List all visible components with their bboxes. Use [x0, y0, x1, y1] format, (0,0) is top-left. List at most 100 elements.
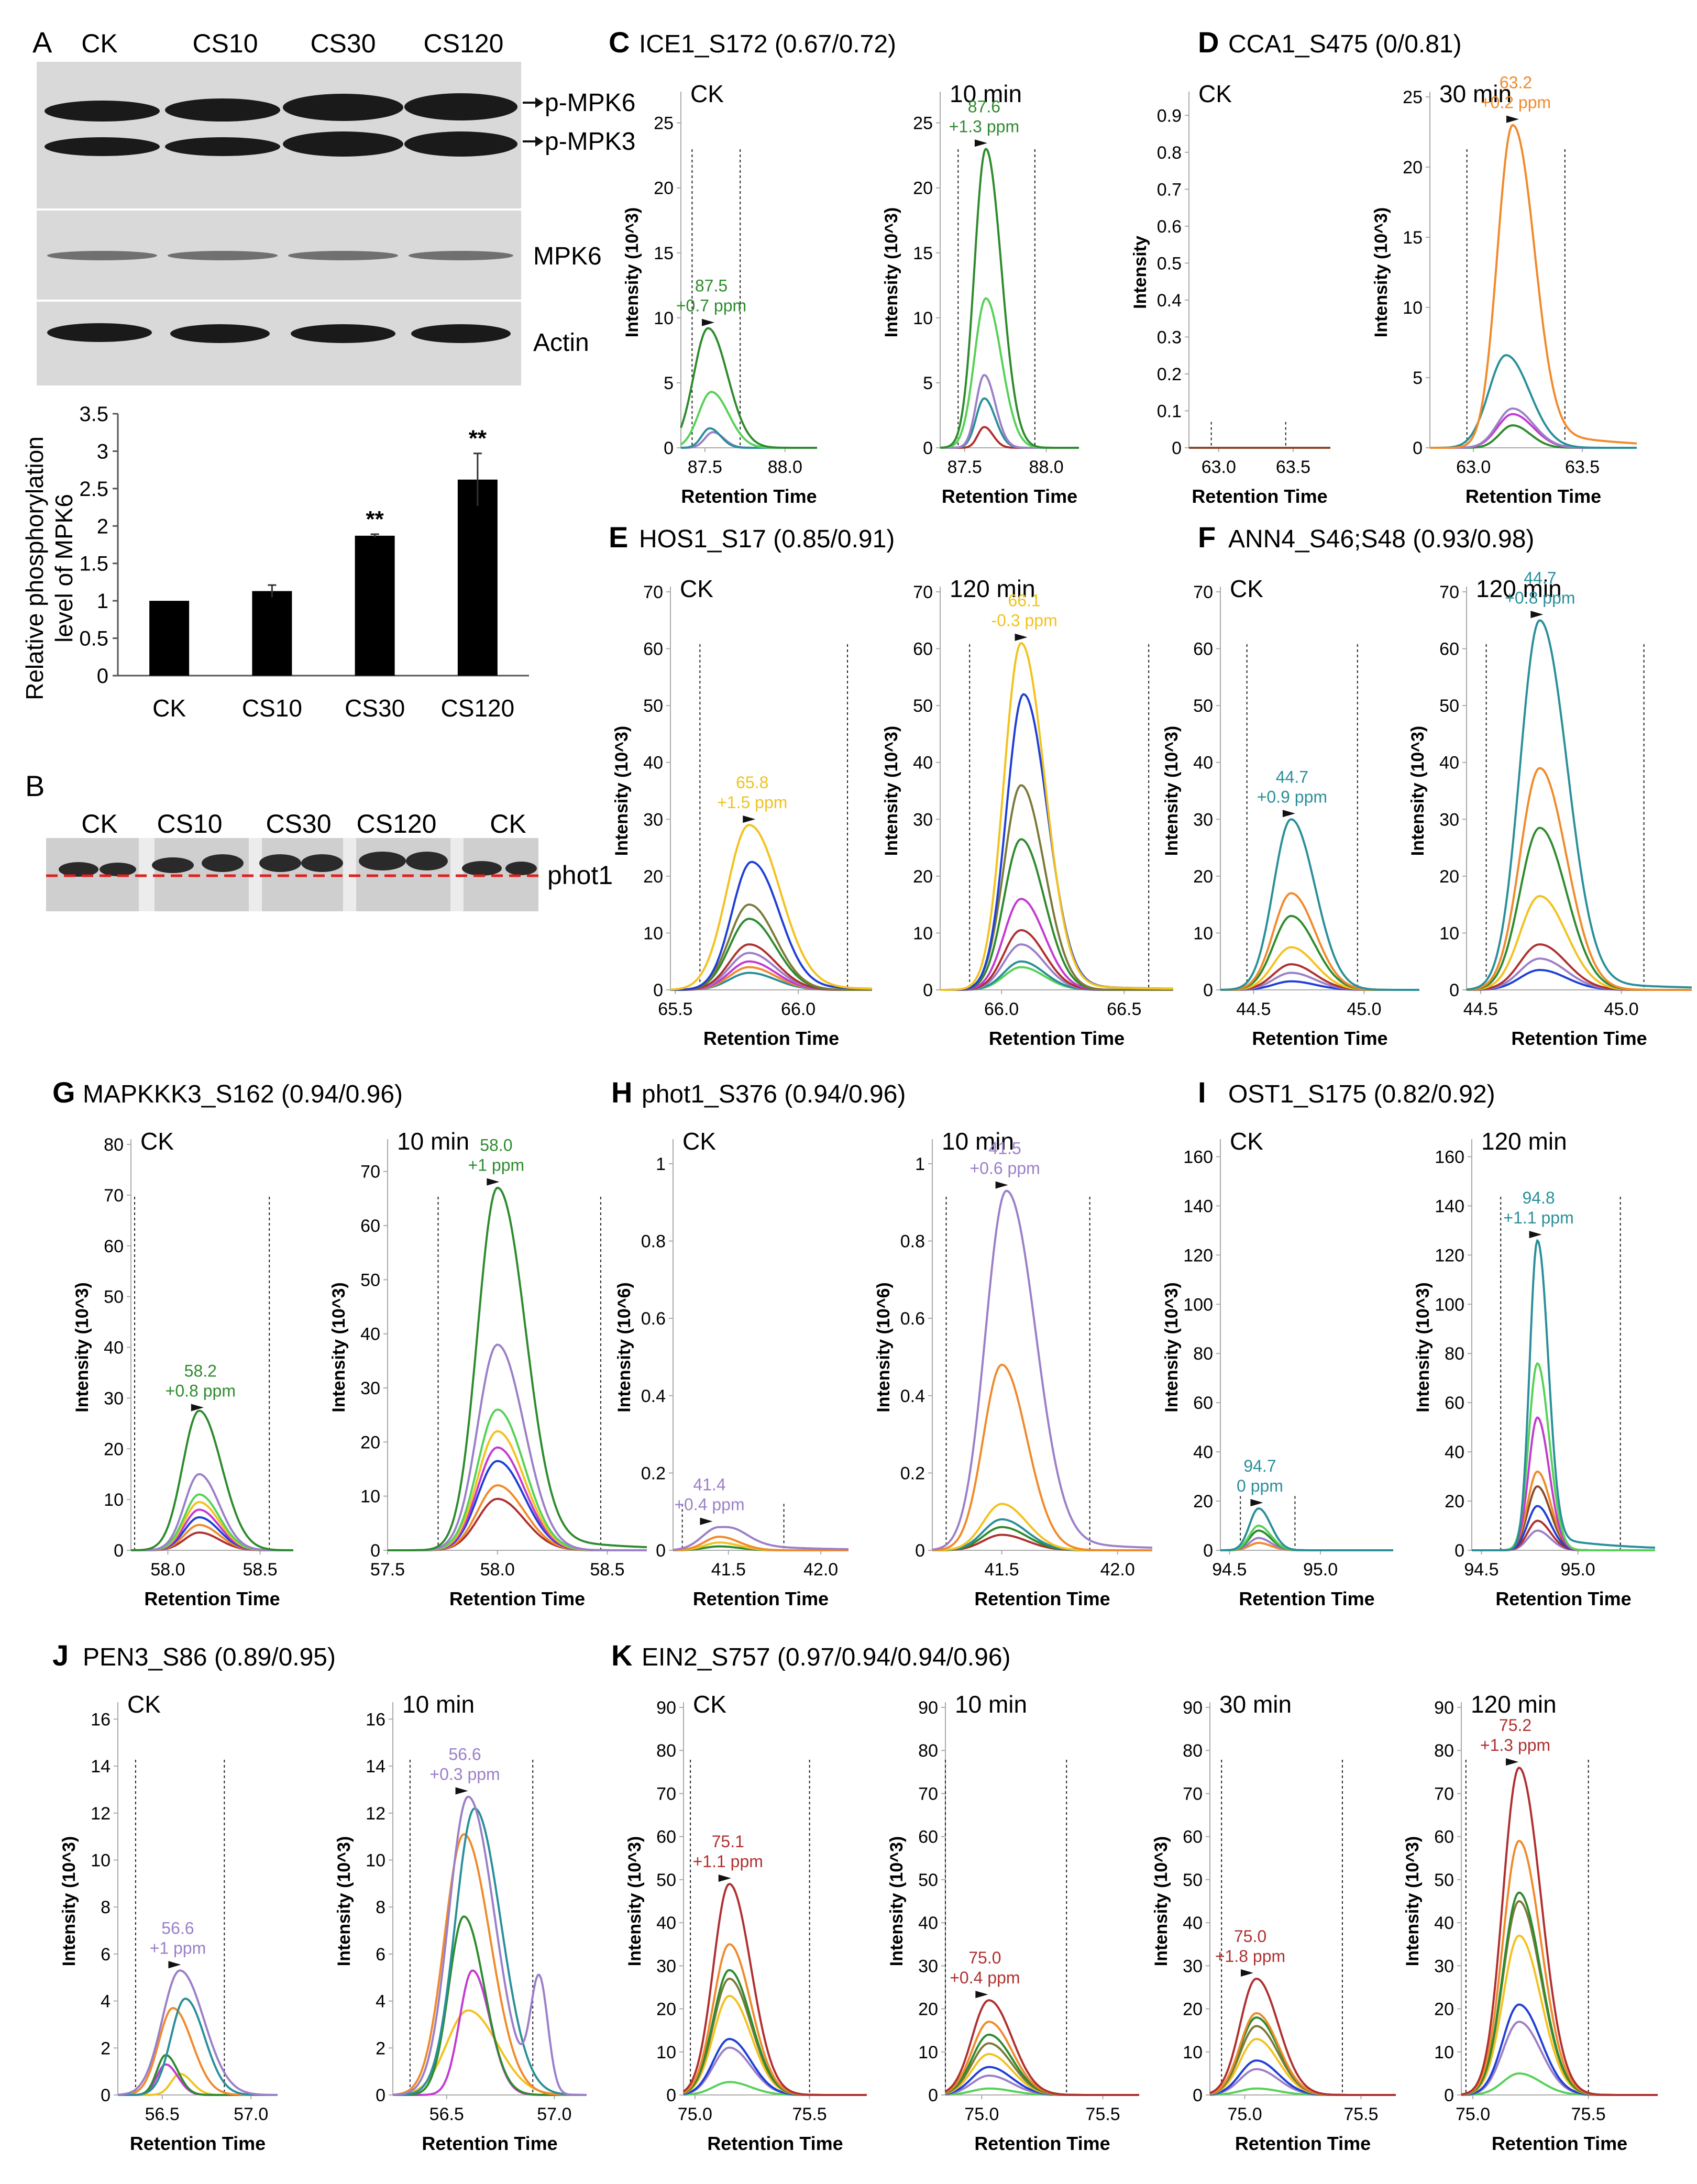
panel-title: EIN2_S757 (0.97/0.94/0.94/0.96) — [642, 1643, 1011, 1671]
peak-rt-label: 94.7 — [1243, 1457, 1276, 1475]
y-tick-label: 60 — [913, 639, 933, 659]
y-tick-label: 80 — [1183, 1741, 1203, 1761]
bar — [149, 601, 190, 676]
chromatogram-panel-C: C ICE1_S172 (0.67/0.72) 0 5 10 15 20 25 87.5 88.0… — [609, 26, 1079, 507]
y-tick-label: 20 — [1434, 2000, 1454, 2020]
y-tick-label: 10 — [643, 923, 663, 943]
y-tick-label: 16 — [366, 1709, 385, 1729]
panel-letter: I — [1198, 1076, 1206, 1109]
x-axis-label: Retention Time — [1465, 486, 1601, 507]
peak-marker — [995, 1181, 1008, 1189]
y-tick-label: 20 — [1403, 158, 1423, 178]
chromatogram-panel-J: J PEN3_S86 (0.89/0.95) 0 2 4 6 8 10 12 14 16 56.5 57… — [52, 1639, 587, 2154]
subplot-condition-label: CK — [1230, 1128, 1263, 1155]
x-axis-label: Retention Time — [1239, 1588, 1374, 1609]
y-tick-label: 0.2 — [900, 1463, 925, 1483]
y-tick-label: 20 — [656, 2000, 676, 2020]
y-tick-label: 20 — [643, 867, 663, 887]
y-axis-label: Intensity — [1130, 236, 1150, 309]
transition-trace — [388, 1187, 647, 1551]
peak-rt-label: 56.6 — [448, 1745, 481, 1763]
x-tick-label: 75.5 — [792, 2104, 827, 2124]
peak-ppm-label: +0.3 ppm — [429, 1764, 500, 1783]
panel-letter: F — [1198, 521, 1216, 554]
x-tick-label: 41.5 — [985, 1560, 1019, 1580]
y-tick-label: 0.8 — [641, 1232, 666, 1252]
subplot-condition-label: 120 min — [1476, 575, 1562, 602]
y-tick-label: 0.6 — [900, 1309, 925, 1329]
peak-ppm-label: +0.8 ppm — [1505, 588, 1575, 607]
y-tick-label: 40 — [913, 753, 933, 773]
transition-trace — [682, 1883, 867, 2096]
y-tick-label: 20 — [654, 179, 674, 198]
subplot-condition-label: 10 min — [397, 1128, 469, 1155]
peak-rt-label: 44.7 — [1524, 568, 1556, 587]
x-axis-label: Retention Time — [130, 2133, 266, 2154]
x-tick-label: 87.5 — [688, 457, 722, 477]
transition-trace — [388, 1343, 647, 1551]
y-axis-label: Intensity (10^3) — [334, 1836, 354, 1966]
lane-label: CS120 — [357, 809, 437, 839]
chromatogram-subplot: 0 10 20 30 40 50 60 70 80 90 75.0 75.5 Retention Tim… — [625, 1691, 867, 2154]
y-tick-label: 10 — [366, 1851, 385, 1871]
peak-marker — [975, 1991, 988, 1999]
x-axis-label: Retention Time — [1511, 1028, 1647, 1049]
peak-marker — [702, 318, 714, 326]
x-tick-label: 75.5 — [1086, 2104, 1120, 2124]
y-tick-label: 50 — [1439, 696, 1459, 716]
subplot-condition-label: CK — [1198, 80, 1232, 107]
chromatogram-subplot: 0 10 20 30 40 50 60 70 44.5 45.0 Retention Time Int… — [1162, 575, 1419, 1049]
bar-y-tick-label: 1 — [97, 590, 108, 613]
peak-ppm-label: +1 ppm — [150, 1938, 206, 1957]
transition-trace — [388, 1430, 647, 1551]
y-tick-label: 60 — [1193, 1393, 1213, 1413]
peak-marker — [1530, 611, 1544, 619]
chromatogram-subplot: 0 5 10 15 20 25 87.5 88.0 Retention Time Intensit… — [622, 80, 818, 507]
y-tick-label: 30 — [643, 810, 663, 830]
bar-y-tick-label: 3.5 — [79, 403, 108, 426]
y-tick-label: 90 — [656, 1698, 676, 1718]
y-tick-label: 40 — [643, 753, 663, 773]
transition-trace — [680, 427, 818, 449]
y-tick-label: 160 — [1183, 1147, 1213, 1167]
peak-rt-label: 75.2 — [1499, 1716, 1531, 1735]
y-tick-label: 15 — [654, 244, 674, 263]
panel-letter: D — [1198, 26, 1219, 59]
chromatogram-subplot: 0 5 10 15 20 25 87.5 88.0 Retention Time Intensit… — [881, 80, 1079, 507]
lane-label: CS120 — [424, 29, 504, 58]
y-tick-label: 50 — [360, 1270, 380, 1290]
y-tick-label: 0 — [1454, 1541, 1464, 1561]
y-tick-label: 40 — [1183, 1913, 1203, 1933]
peak-marker — [1529, 1231, 1542, 1239]
y-tick-label: 14 — [91, 1757, 111, 1777]
x-tick-label: 57.0 — [234, 2104, 268, 2124]
y-tick-label: 0.4 — [641, 1386, 666, 1406]
transition-trace — [388, 1446, 647, 1551]
y-axis-label: Intensity (10^3) — [1413, 1282, 1433, 1412]
y-tick-label: 60 — [1439, 639, 1459, 659]
x-tick-label: 56.5 — [145, 2104, 180, 2124]
band — [462, 861, 502, 876]
transition-trace — [940, 374, 1079, 449]
transition-trace — [118, 1998, 278, 2096]
y-tick-label: 80 — [918, 1741, 938, 1761]
lane-label: CK — [81, 809, 117, 839]
peak-rt-label: 66.1 — [1008, 591, 1040, 610]
y-tick-label: 60 — [360, 1216, 380, 1236]
chromatogram-panel-K: K EIN2_S757 (0.97/0.94/0.94/0.96) 0 10 20 30 4… — [611, 1639, 1658, 2154]
transition-trace — [940, 784, 1173, 991]
y-tick-label: 50 — [913, 696, 933, 716]
band — [283, 94, 403, 121]
peak-marker — [455, 1787, 468, 1795]
peak-ppm-label: +0.8 ppm — [166, 1381, 236, 1400]
chromatogram-subplot: 0 10 20 30 40 50 60 70 80 90 75.0 75.5 Retention Tim… — [1403, 1691, 1658, 2154]
x-tick-label: 63.0 — [1456, 457, 1491, 477]
transition-trace — [131, 1473, 293, 1551]
bar-category-label: CS10 — [242, 694, 302, 722]
x-tick-label: 66.0 — [781, 999, 816, 1019]
panel-letter: J — [52, 1639, 69, 1672]
y-tick-label: 30 — [656, 1956, 676, 1976]
peak-marker — [974, 139, 987, 147]
y-tick-label: 2 — [101, 2038, 111, 2058]
